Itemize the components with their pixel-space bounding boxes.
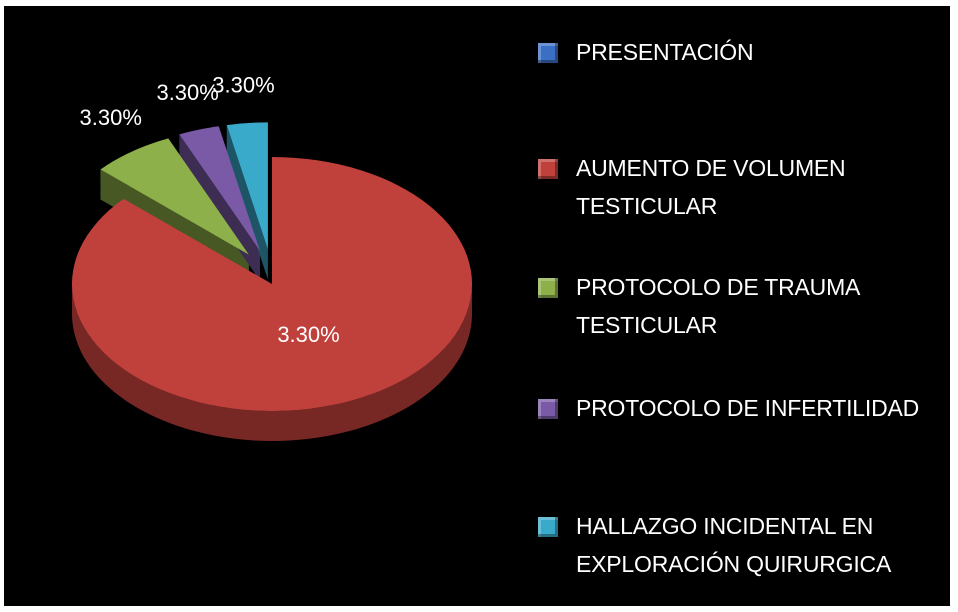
legend-item-aumento-de-volumen: AUMENTO DE VOLUMEN TESTICULAR bbox=[538, 155, 948, 225]
pie-slice bbox=[179, 126, 260, 251]
data-label: 3.30% bbox=[212, 72, 274, 97]
data-label: 3.30% bbox=[80, 105, 142, 130]
pie-slice-side bbox=[72, 284, 472, 441]
pie-slice bbox=[226, 122, 268, 250]
legend-label: HALLAZGO INCIDENTAL EN EXPLORACIÓN QUIRU… bbox=[576, 513, 892, 577]
legend-swatch bbox=[538, 517, 558, 537]
legend-label: PROTOCOLO DE TRAUMA TESTICULAR bbox=[576, 274, 859, 338]
legend: PRESENTACIÓN AUMENTO DE VOLUMEN TESTICUL… bbox=[538, 6, 948, 606]
legend-item-protocolo-de-infertilidad: PROTOCOLO DE INFERTILIDAD bbox=[538, 395, 948, 427]
legend-swatch bbox=[538, 159, 558, 179]
data-label: 3.30% bbox=[156, 80, 218, 105]
data-label: 3.30% bbox=[277, 322, 339, 347]
pie-slice bbox=[72, 157, 472, 411]
legend-label: PRESENTACIÓN bbox=[576, 39, 754, 65]
legend-item-protocolo-de-trauma: PROTOCOLO DE TRAUMA TESTICULAR bbox=[538, 274, 948, 344]
legend-swatch bbox=[538, 399, 558, 419]
legend-label: AUMENTO DE VOLUMEN TESTICULAR bbox=[576, 155, 846, 219]
pie-slice-edge bbox=[226, 125, 268, 280]
legend-item-presentacion: PRESENTACIÓN bbox=[538, 39, 948, 71]
pie-chart: 3.30%3.30%3.30%3.30% bbox=[72, 72, 472, 441]
chart-frame: 3.30% 3.30% 3.30% 3.30% PRESENTACIÓN AUMENT… bbox=[4, 6, 950, 606]
pie-slice bbox=[100, 138, 249, 255]
legend-item-hallazgo-incidental: HALLAZGO INCIDENTAL EN EXPLORACIÓN QUIRU… bbox=[538, 513, 948, 583]
legend-swatch bbox=[538, 278, 558, 298]
legend-swatch bbox=[538, 43, 558, 63]
legend-label: PROTOCOLO DE INFERTILIDAD bbox=[576, 395, 920, 421]
